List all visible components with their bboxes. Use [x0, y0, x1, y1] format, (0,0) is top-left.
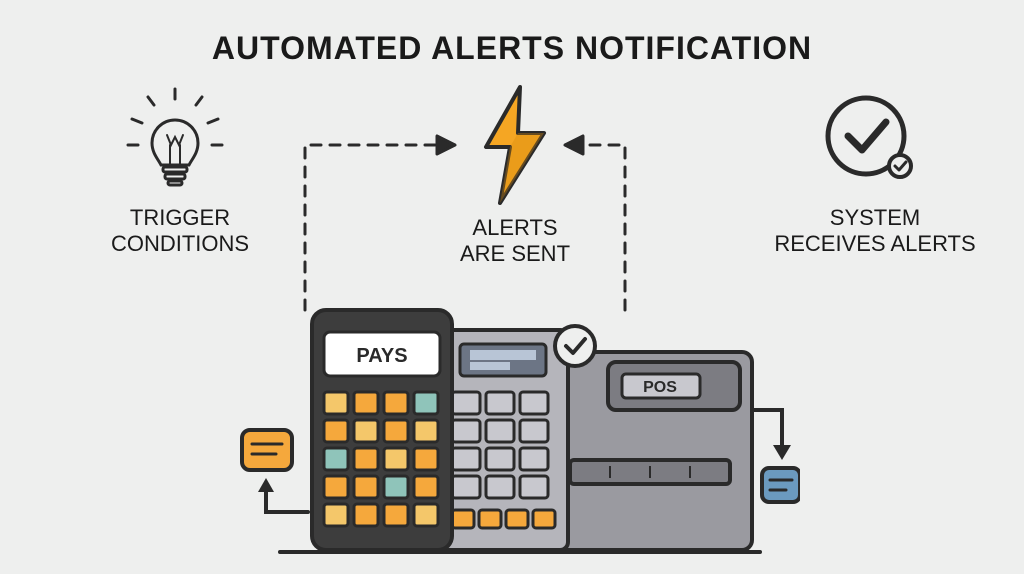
pos-device-illustration: PAYS POS	[220, 300, 800, 570]
pos-text: POS	[643, 379, 677, 396]
pays-text: PAYS	[356, 345, 407, 367]
